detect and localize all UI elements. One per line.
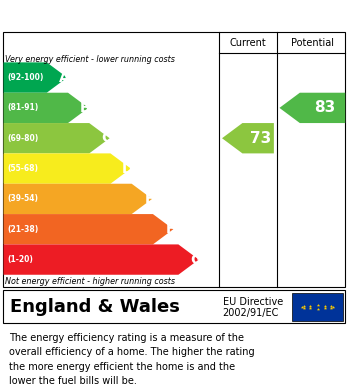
- Text: F: F: [166, 222, 175, 236]
- Text: A: A: [59, 70, 70, 84]
- Text: EU Directive: EU Directive: [223, 297, 283, 307]
- Text: (55-68): (55-68): [8, 164, 39, 173]
- Text: E: E: [144, 192, 154, 206]
- Text: (39-54): (39-54): [8, 194, 39, 203]
- Text: (92-100): (92-100): [8, 73, 44, 82]
- Text: 73: 73: [250, 131, 271, 146]
- Text: lower the fuel bills will be.: lower the fuel bills will be.: [9, 377, 136, 386]
- Text: (1-20): (1-20): [8, 255, 33, 264]
- Polygon shape: [3, 93, 88, 123]
- Text: Current: Current: [230, 38, 266, 48]
- Polygon shape: [3, 244, 199, 275]
- Text: (69-80): (69-80): [8, 134, 39, 143]
- Text: G: G: [190, 253, 201, 267]
- Text: 83: 83: [314, 100, 335, 115]
- Text: (21-38): (21-38): [8, 225, 39, 234]
- Text: (81-91): (81-91): [8, 103, 39, 112]
- Text: overall efficiency of a home. The higher the rating: overall efficiency of a home. The higher…: [9, 348, 254, 357]
- Text: D: D: [122, 161, 134, 176]
- Text: C: C: [101, 131, 112, 145]
- Polygon shape: [3, 153, 131, 184]
- Text: the more energy efficient the home is and the: the more energy efficient the home is an…: [9, 362, 235, 372]
- Polygon shape: [3, 123, 110, 153]
- Text: Potential: Potential: [291, 38, 334, 48]
- Polygon shape: [222, 123, 274, 153]
- Text: The energy efficiency rating is a measure of the: The energy efficiency rating is a measur…: [9, 333, 244, 343]
- Text: Energy Efficiency Rating: Energy Efficiency Rating: [9, 8, 219, 23]
- Text: England & Wales: England & Wales: [10, 298, 180, 316]
- Text: Very energy efficient - lower running costs: Very energy efficient - lower running co…: [5, 55, 175, 64]
- Text: B: B: [80, 101, 90, 115]
- Polygon shape: [3, 214, 173, 244]
- Polygon shape: [3, 63, 67, 93]
- Text: Not energy efficient - higher running costs: Not energy efficient - higher running co…: [5, 277, 175, 286]
- Polygon shape: [279, 93, 345, 123]
- Text: 2002/91/EC: 2002/91/EC: [223, 308, 279, 319]
- Polygon shape: [3, 184, 152, 214]
- Bar: [292, 293, 343, 321]
